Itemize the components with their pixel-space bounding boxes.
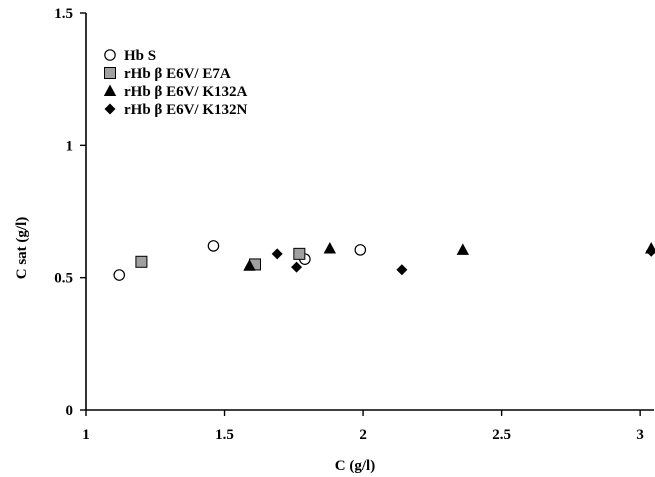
x-tick-label: 2	[359, 427, 367, 443]
data-point	[271, 248, 283, 260]
y-axis-title: C sat (g/l)	[14, 217, 30, 280]
data-points	[113, 240, 655, 281]
axes	[85, 13, 654, 411]
legend: Hb S rHb β E6V/ E7A rHb β E6V/ K132A rHb β …	[103, 48, 247, 118]
data-point	[645, 245, 655, 257]
legend-label: rHb β E6V/ E7A	[124, 66, 231, 82]
data-point	[243, 259, 256, 271]
y-tick-label: 0.5	[54, 271, 73, 287]
x-axis-title: C (g/l)	[335, 458, 375, 474]
data-point	[207, 240, 220, 252]
y-tick-label: 0	[66, 403, 74, 419]
data-point	[354, 244, 367, 256]
legend-label: rHb β E6V/ K132N	[124, 102, 247, 118]
legend-marker	[104, 49, 116, 61]
data-point	[135, 255, 148, 268]
legend-marker	[103, 84, 117, 96]
data-point	[456, 243, 470, 255]
legend-marker	[104, 103, 116, 115]
data-point	[113, 269, 126, 281]
ticks: 1 1.5 2 2.5 3 0 0.5 1 1.5	[54, 6, 644, 443]
legend-label: Hb S	[124, 48, 156, 64]
x-tick-label: 2.5	[492, 427, 511, 443]
y-tick-label: 1	[66, 138, 74, 154]
data-point	[291, 261, 303, 273]
x-tick-label: 3	[636, 427, 644, 443]
data-point	[293, 247, 306, 260]
y-tick-label: 1.5	[54, 6, 73, 22]
data-point	[323, 242, 337, 254]
legend-marker	[104, 67, 116, 79]
legend-label: rHb β E6V/ K132A	[124, 84, 247, 100]
data-point	[396, 264, 408, 276]
x-tick-label: 1	[82, 427, 90, 443]
x-tick-label: 1.5	[215, 427, 234, 443]
